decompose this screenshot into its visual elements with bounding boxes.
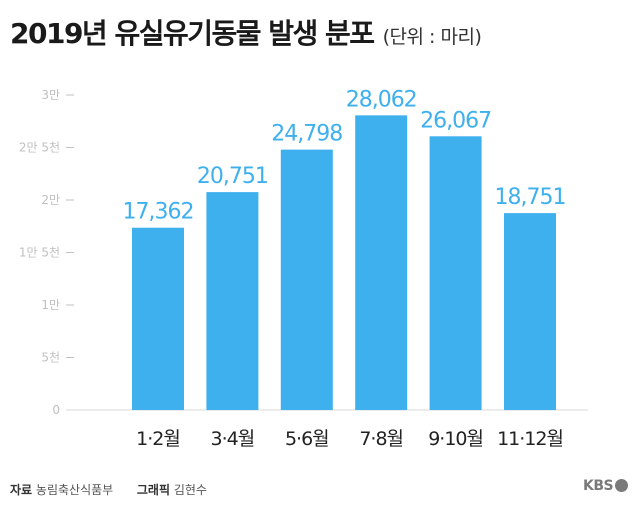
bar-value-label: 18,751 — [495, 185, 566, 210]
graphic-value: 김현수 — [173, 483, 207, 497]
kbs-logo: KBS — [583, 478, 629, 494]
logo-text: KBS — [583, 478, 614, 494]
bar-chart: 0 5천 1만 1만 5천 2만 2만 5천 3만 17,362 1·2월 20,751 3·4월 2… — [19, 87, 588, 450]
chart-title: 2019년 유실유기동물 발생 분포 — [10, 17, 375, 50]
category-label: 1·2월 — [136, 428, 180, 450]
y-tick-label: 5천 — [41, 350, 60, 365]
bar — [355, 115, 408, 410]
bar-value-label: 28,062 — [346, 87, 417, 112]
bar-value-label: 17,362 — [123, 200, 194, 225]
footer-credits: 자료 농림축산식품부 그래픽 김현수 — [10, 481, 207, 498]
category-label: 11·12월 — [497, 428, 563, 450]
source-label: 자료 — [10, 483, 33, 497]
bar-value-label: 20,751 — [197, 164, 268, 189]
y-tick-label: 0 — [52, 403, 60, 417]
bar — [504, 213, 556, 410]
y-tick-label: 1만 — [41, 298, 60, 312]
bar-value-label: 24,798 — [271, 122, 342, 147]
bar — [206, 192, 259, 410]
y-tick-label: 3만 — [41, 88, 60, 102]
category-label: 7·8월 — [359, 428, 403, 450]
bar — [429, 136, 482, 410]
logo-mark-icon — [615, 479, 629, 492]
unit-note: (단위 : 마리) — [382, 26, 482, 48]
y-tick-label: 2만 — [41, 193, 60, 207]
bar-value-label: 26,067 — [420, 108, 491, 133]
graphic-label: 그래픽 — [136, 483, 170, 497]
title-row: 2019년 유실유기동물 발생 분포 (단위 : 마리) — [10, 12, 482, 52]
category-label: 3·4월 — [211, 428, 255, 450]
y-tick-label: 2만 5천 — [19, 140, 60, 155]
bar — [280, 149, 333, 410]
category-label: 5·6월 — [285, 428, 329, 450]
bar — [132, 227, 184, 410]
y-tick-label: 1만 5천 — [19, 245, 60, 260]
source-value: 농림축산식품부 — [35, 483, 114, 497]
category-label: 9·10월 — [428, 428, 483, 450]
